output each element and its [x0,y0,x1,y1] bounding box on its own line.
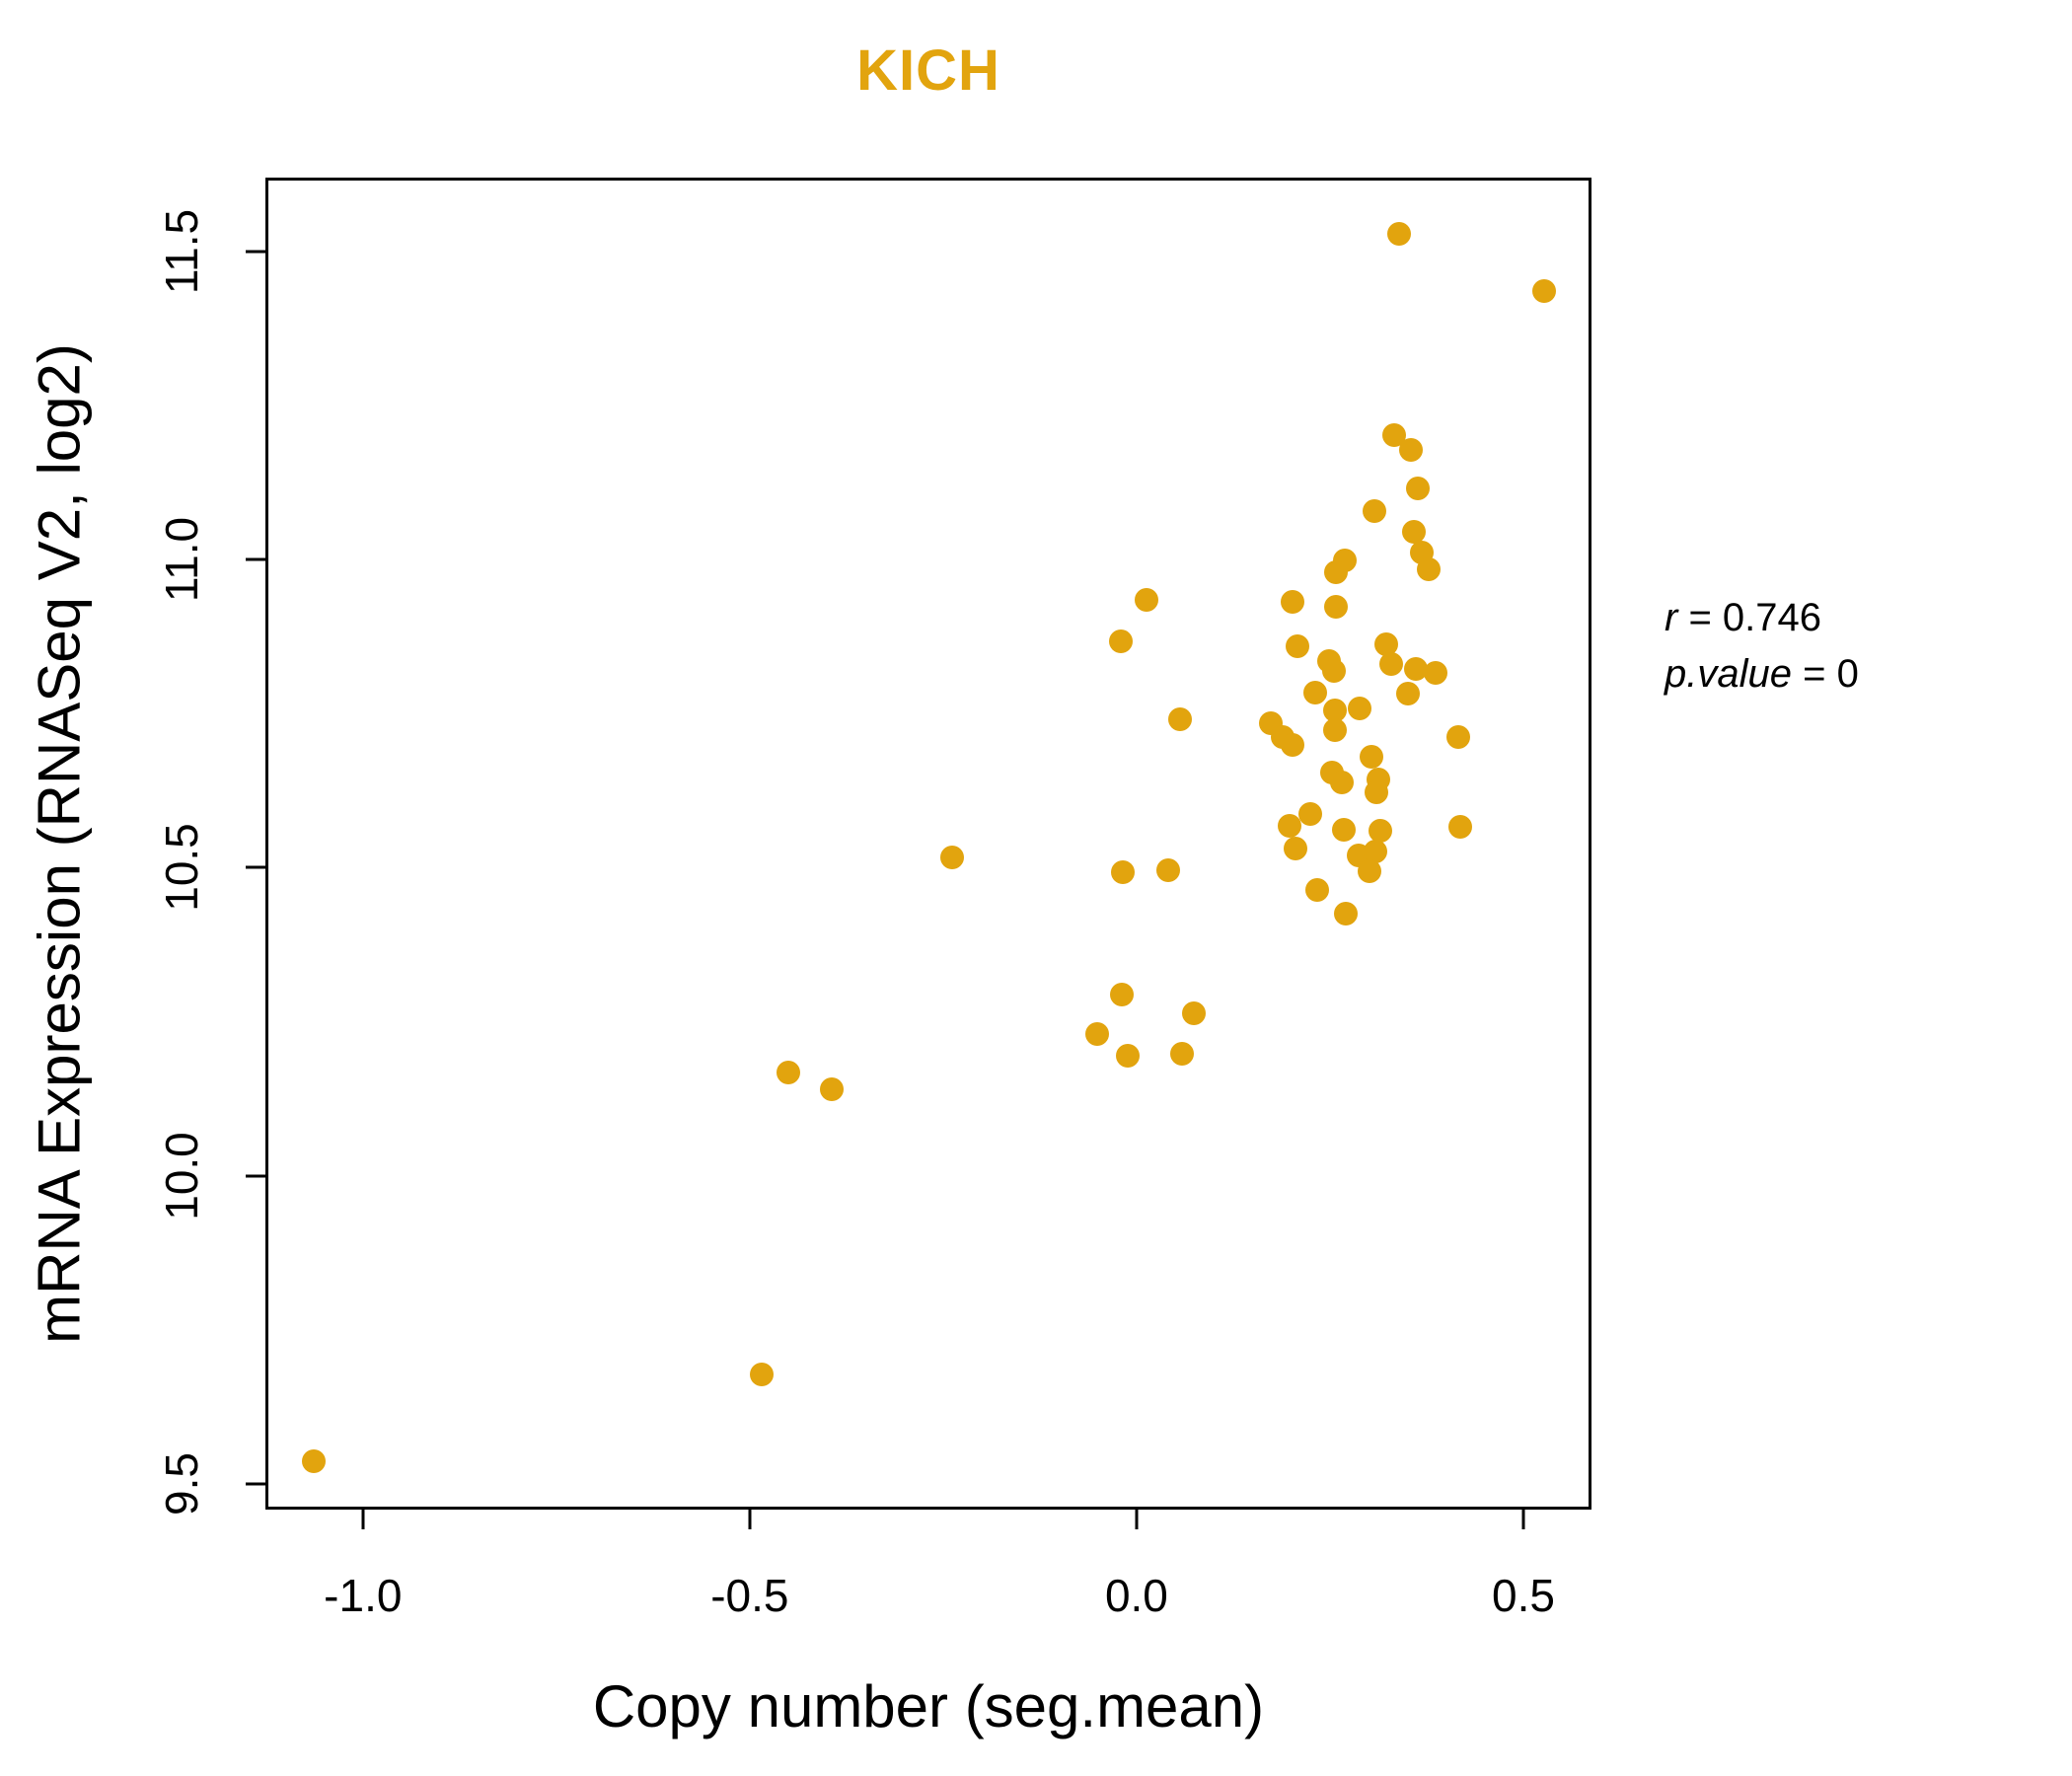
data-point [1116,1043,1141,1068]
data-point [1135,587,1159,612]
y-axis-tick-label: 11.5 [156,208,207,294]
data-point [1156,857,1181,882]
data-point [1324,595,1349,620]
y-axis-tick [246,557,265,561]
y-axis-tick [246,250,265,254]
data-point [1396,681,1421,705]
data-point [1401,520,1426,545]
x-axis-tick-label: -1.0 [324,1570,403,1621]
data-point [301,1448,326,1473]
data-point [1283,836,1307,860]
r-variable: r [1665,596,1678,639]
data-point [1406,476,1431,500]
x-axis-tick [748,1510,752,1529]
data-point [819,1077,844,1102]
y-axis-tick-label: 11.0 [156,517,207,603]
y-axis-tick [246,865,265,869]
data-point [1446,724,1471,749]
x-axis-tick-label: 0.5 [1492,1570,1555,1621]
data-point [1447,815,1472,840]
data-point [1378,651,1403,676]
y-axis-tick [246,1174,265,1178]
p-value-line: p.value = 0 [1665,646,1859,703]
data-point [1110,982,1135,1006]
data-point [1297,802,1322,827]
data-point [1365,780,1388,805]
r-value: = 0.746 [1677,596,1822,639]
data-point [1347,696,1371,720]
x-axis-label: Copy number (seg.mean) [592,1673,1265,1739]
chart-title: KICH [856,38,1000,103]
y-axis-tick-label: 10.0 [156,1131,207,1221]
p-value: = 0 [1791,651,1859,696]
plot-area [265,178,1591,1510]
x-axis-tick [361,1510,365,1529]
p-variable: p.value [1665,651,1792,696]
x-axis-tick-label: 0.0 [1104,1570,1168,1621]
x-axis-tick-label: -0.5 [710,1570,789,1621]
r-value-line: r = 0.746 [1665,590,1859,646]
data-point [1170,1041,1195,1066]
data-point [1286,634,1310,659]
data-point [1181,1000,1206,1025]
data-point [1303,681,1328,705]
data-point [1332,817,1357,842]
data-point [1357,859,1381,884]
y-axis-tick-label: 10.5 [156,823,207,913]
data-point [1532,278,1557,303]
data-point [1362,498,1386,523]
data-point [1109,629,1134,654]
data-point [749,1362,774,1386]
data-point [1167,706,1192,731]
data-point [1084,1021,1109,1046]
data-point [1386,221,1411,246]
data-point [1278,813,1302,838]
data-point [1399,437,1424,462]
data-point [1321,659,1346,684]
data-point [1110,859,1135,884]
data-point [1333,902,1358,926]
data-point [777,1060,801,1084]
data-point [1368,818,1392,843]
data-point [1423,661,1447,686]
y-axis-label: mRNA Expression (RNASeq V2, log2) [26,343,93,1344]
data-point [1304,877,1329,902]
data-point [1417,557,1442,582]
y-axis-tick [246,1482,265,1486]
y-axis-tick-label: 9.5 [156,1451,207,1516]
data-point [1322,718,1347,743]
data-point [939,845,964,869]
data-point [1329,771,1354,795]
data-point [1281,733,1305,758]
data-point [1360,744,1384,769]
correlation-annotation: r = 0.746 p.value = 0 [1665,590,1859,703]
x-axis-tick [1135,1510,1139,1529]
data-point [1281,589,1305,614]
data-point [1324,559,1349,584]
x-axis-tick [1521,1510,1525,1529]
